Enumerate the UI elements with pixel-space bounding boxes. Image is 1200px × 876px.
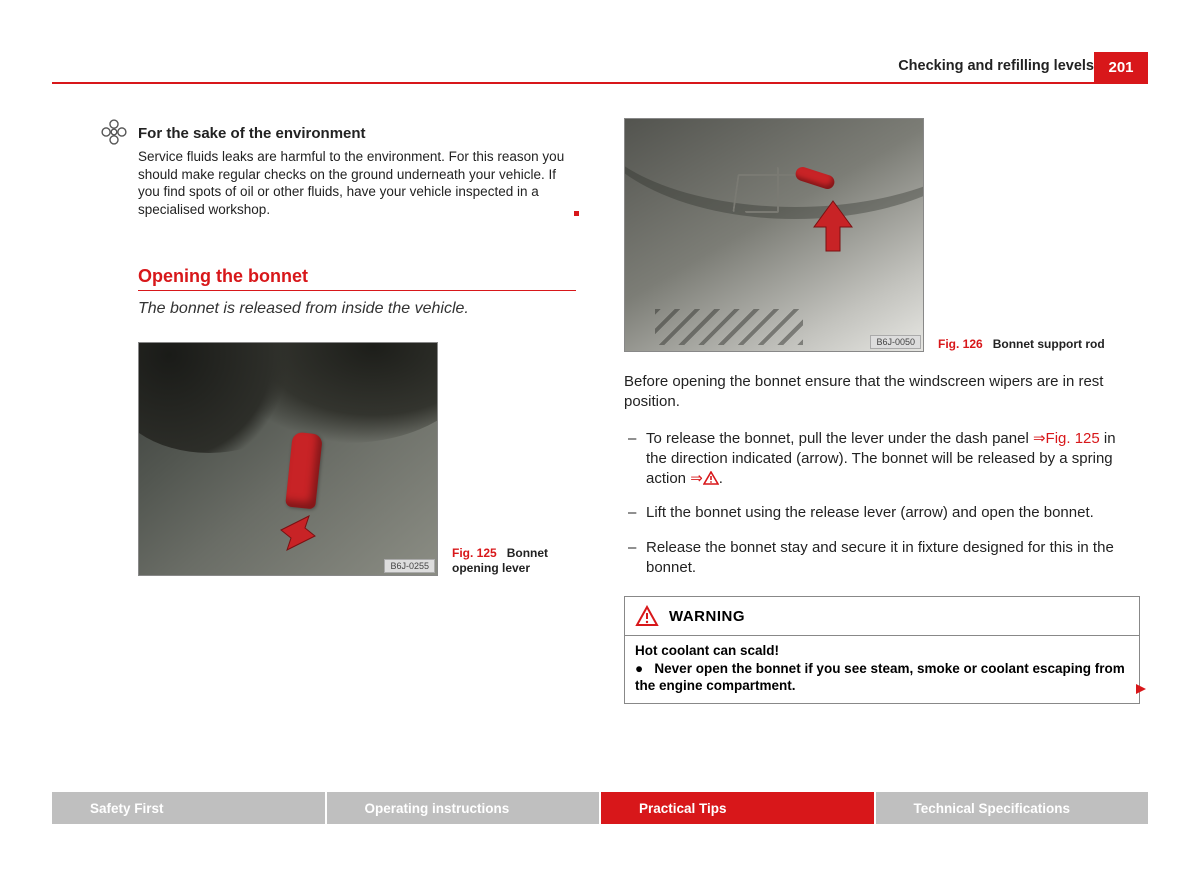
figure-126-code: B6J-0050: [870, 335, 921, 349]
left-column: For the sake of the environment Service …: [60, 118, 576, 756]
footer-tabs: Safety First Operating instructions Prac…: [52, 792, 1148, 824]
step-1: To release the bonnet, pull the lever un…: [624, 429, 1140, 490]
fig-125-reference[interactable]: Fig. 125: [1046, 430, 1100, 447]
warning-triangle-icon: [635, 605, 659, 627]
step-1-period: .: [719, 470, 723, 487]
environment-title: For the sake of the environment: [138, 125, 366, 142]
environment-body: Service fluids leaks are harmful to the …: [138, 149, 564, 217]
warning-triangle-icon: [703, 471, 719, 485]
figure-126-row: B6J-0050 Fig. 126 Bonnet support rod: [624, 118, 1140, 352]
tab-operating-instructions[interactable]: Operating instructions: [327, 792, 602, 824]
warning-line-1: Hot coolant can scald!: [635, 642, 1129, 660]
section-subtitle: The bonnet is released from inside the v…: [138, 300, 576, 318]
header-rule: [52, 82, 1148, 84]
header-section-title: Checking and refilling levels: [898, 58, 1094, 74]
section-end-marker: [574, 211, 579, 216]
section-title: Opening the bonnet: [138, 266, 576, 291]
right-column: B6J-0050 Fig. 126 Bonnet support rod Bef…: [624, 118, 1140, 756]
warning-line-2: ● Never open the bonnet if you see steam…: [635, 660, 1129, 695]
page: Checking and refilling levels 201 For th…: [0, 0, 1200, 876]
flower-icon: [100, 118, 128, 146]
figure-125-caption: Fig. 125 Bonnet opening lever: [452, 546, 576, 576]
warning-header: WARNING: [625, 597, 1139, 636]
ref-arrow-icon-2: ⇒: [690, 470, 703, 487]
step-1-text-a: To release the bonnet, pull the lever un…: [646, 430, 1033, 447]
figure-125-row: B6J-0255 Fig. 125 Bonnet opening lever: [138, 342, 576, 576]
figure-126-number: Fig. 126: [938, 337, 983, 351]
figure-125-image: B6J-0255: [138, 342, 438, 576]
tab-safety-first[interactable]: Safety First: [52, 792, 327, 824]
figure-126-text: Bonnet support rod: [993, 337, 1105, 351]
warning-label: WARNING: [669, 608, 745, 625]
tab-technical-specifications[interactable]: Technical Specifications: [876, 792, 1149, 824]
arrow-icon: [269, 508, 339, 558]
header-page-number: 201: [1094, 52, 1148, 82]
figure-125-number: Fig. 125: [452, 546, 497, 560]
bullet-icon: ●: [635, 661, 643, 676]
step-3: Release the bonnet stay and secure it in…: [624, 538, 1140, 579]
environment-text: Service fluids leaks are harmful to the …: [138, 148, 576, 218]
warning-body: Hot coolant can scald! ● Never open the …: [625, 636, 1139, 703]
up-arrow-icon: [810, 197, 856, 257]
figure-126-image: B6J-0050: [624, 118, 924, 352]
tab-practical-tips[interactable]: Practical Tips: [601, 792, 876, 824]
warning-line-2-text: Never open the bonnet if you see steam, …: [635, 661, 1125, 694]
step-list: To release the bonnet, pull the lever un…: [624, 429, 1140, 579]
figure-125-code: B6J-0255: [384, 559, 435, 573]
environment-heading: For the sake of the environment: [138, 118, 576, 142]
step-2: Lift the bonnet using the release lever …: [624, 503, 1140, 523]
warning-box: WARNING Hot coolant can scald! ● Never o…: [624, 596, 1140, 704]
content-columns: For the sake of the environment Service …: [60, 118, 1140, 756]
figure-126-caption: Fig. 126 Bonnet support rod: [938, 337, 1140, 352]
intro-text: Before opening the bonnet ensure that th…: [624, 372, 1140, 413]
ref-arrow-icon: ⇒: [1033, 430, 1046, 447]
continue-arrow-icon: [1134, 682, 1148, 696]
bonnet-lever-illustration: [285, 432, 323, 510]
